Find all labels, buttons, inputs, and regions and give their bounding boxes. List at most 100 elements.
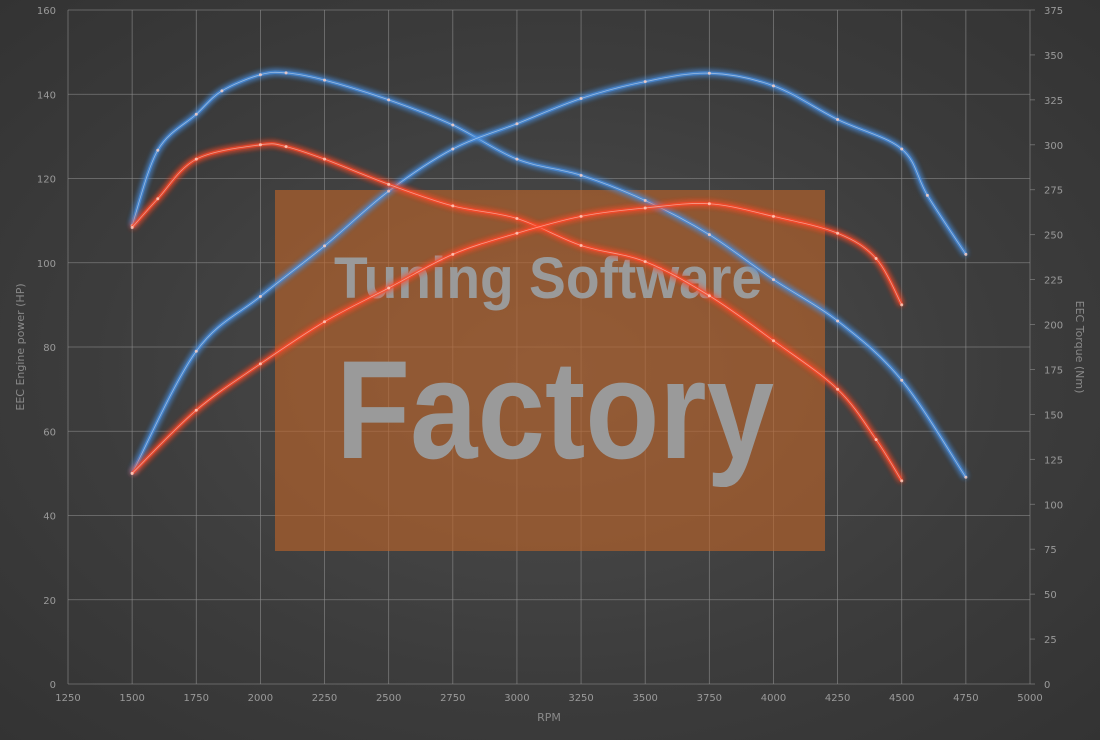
series-2 — [130, 71, 968, 475]
x-tick-label: 4000 — [761, 693, 786, 704]
x-tick-label: 1750 — [184, 693, 209, 704]
data-point — [964, 252, 968, 256]
data-point — [707, 233, 711, 237]
data-point — [323, 244, 327, 248]
data-point — [451, 123, 455, 127]
watermark-line2: Factory — [336, 331, 774, 488]
y-right-tick-label: 0 — [1044, 680, 1050, 691]
x-tick-label: 2750 — [440, 693, 465, 704]
data-point — [194, 112, 198, 116]
data-point — [451, 204, 455, 208]
data-point — [771, 278, 775, 282]
data-point — [451, 252, 455, 256]
y-right-tick-label: 150 — [1044, 410, 1063, 421]
x-tick-label: 2250 — [312, 693, 337, 704]
data-point — [643, 260, 647, 264]
data-point — [836, 387, 840, 391]
data-point — [771, 339, 775, 343]
data-point — [643, 80, 647, 84]
data-point — [130, 471, 134, 475]
data-point — [836, 118, 840, 122]
x-axis-label: RPM — [537, 711, 561, 724]
x-tick-label: 1500 — [119, 693, 144, 704]
data-point — [258, 143, 262, 147]
watermark: Tuning Software Factory — [275, 190, 825, 551]
data-point — [284, 145, 288, 149]
y-right-tick-label: 125 — [1044, 455, 1063, 466]
y-right-tick-label: 250 — [1044, 231, 1063, 242]
data-point — [643, 199, 647, 203]
x-tick-label: 4750 — [953, 693, 978, 704]
y-left-tick-label: 100 — [37, 259, 56, 270]
y-left-tick-label: 40 — [43, 512, 56, 523]
data-point — [284, 71, 288, 75]
data-point — [515, 122, 519, 126]
data-point — [323, 157, 327, 161]
y-right-tick-label: 325 — [1044, 96, 1063, 107]
data-point — [836, 319, 840, 323]
data-point — [156, 148, 160, 152]
data-point — [771, 84, 775, 88]
series-line-highlight — [131, 71, 967, 478]
series-4 — [130, 201, 904, 475]
x-tick-label: 4500 — [889, 693, 914, 704]
grid — [67, 9, 1035, 685]
y-right-tick-label: 175 — [1044, 365, 1063, 376]
y-left-tick-label: 140 — [37, 90, 56, 101]
data-point — [707, 294, 711, 298]
data-point — [220, 89, 224, 93]
y-right-tick-label: 100 — [1044, 500, 1063, 511]
data-point — [194, 157, 198, 161]
data-point — [387, 98, 391, 102]
data-point — [964, 475, 968, 479]
y-right-tick-label: 75 — [1044, 545, 1057, 556]
y-right-tick-label: 275 — [1044, 186, 1063, 197]
x-tick-label: 2000 — [248, 693, 273, 704]
y-right-tick-label: 50 — [1044, 590, 1057, 601]
data-point — [156, 197, 160, 201]
y-right-axis-label: EEC Torque (Nm) — [1073, 301, 1086, 394]
series-layer — [130, 70, 968, 483]
data-point — [515, 216, 519, 220]
data-point — [643, 206, 647, 210]
data-point — [387, 286, 391, 290]
data-point — [900, 147, 904, 151]
axis-ticks: 1250 1500 1750 2000 2250 2500 2750 3000 3250 3500… — [37, 6, 1063, 704]
data-point — [707, 202, 711, 206]
data-point — [258, 73, 262, 77]
data-point — [579, 96, 583, 100]
y-right-tick-label: 200 — [1044, 321, 1063, 332]
y-left-tick-label: 120 — [37, 175, 56, 186]
y-right-tick-label: 25 — [1044, 635, 1057, 646]
data-point — [874, 257, 878, 261]
data-point — [579, 214, 583, 218]
y-left-tick-label: 160 — [37, 6, 56, 17]
data-point — [194, 349, 198, 353]
x-tick-label: 3000 — [504, 693, 529, 704]
y-left-tick-label: 20 — [43, 596, 56, 607]
data-point — [836, 231, 840, 235]
series-line-highlight — [131, 143, 903, 482]
series-line — [130, 70, 968, 479]
watermark-line1: Tuning Software — [334, 246, 762, 311]
data-point — [194, 408, 198, 412]
data-point — [258, 362, 262, 366]
data-point — [387, 189, 391, 193]
y-right-tick-label: 350 — [1044, 51, 1063, 62]
y-left-axis-label: EEC Engine power (HP) — [14, 283, 27, 410]
series-line — [130, 142, 904, 482]
x-tick-label: 3500 — [632, 693, 657, 704]
data-point — [771, 214, 775, 218]
data-point — [387, 182, 391, 186]
y-right-tick-label: 375 — [1044, 6, 1063, 17]
series-1 — [130, 70, 968, 479]
x-tick-label: 3250 — [568, 693, 593, 704]
data-point — [323, 78, 327, 82]
y-right-tick-label: 225 — [1044, 276, 1063, 287]
data-point — [258, 294, 262, 298]
y-left-tick-label: 80 — [43, 343, 56, 354]
x-tick-label: 1250 — [55, 693, 80, 704]
data-point — [323, 320, 327, 324]
data-point — [130, 225, 134, 229]
